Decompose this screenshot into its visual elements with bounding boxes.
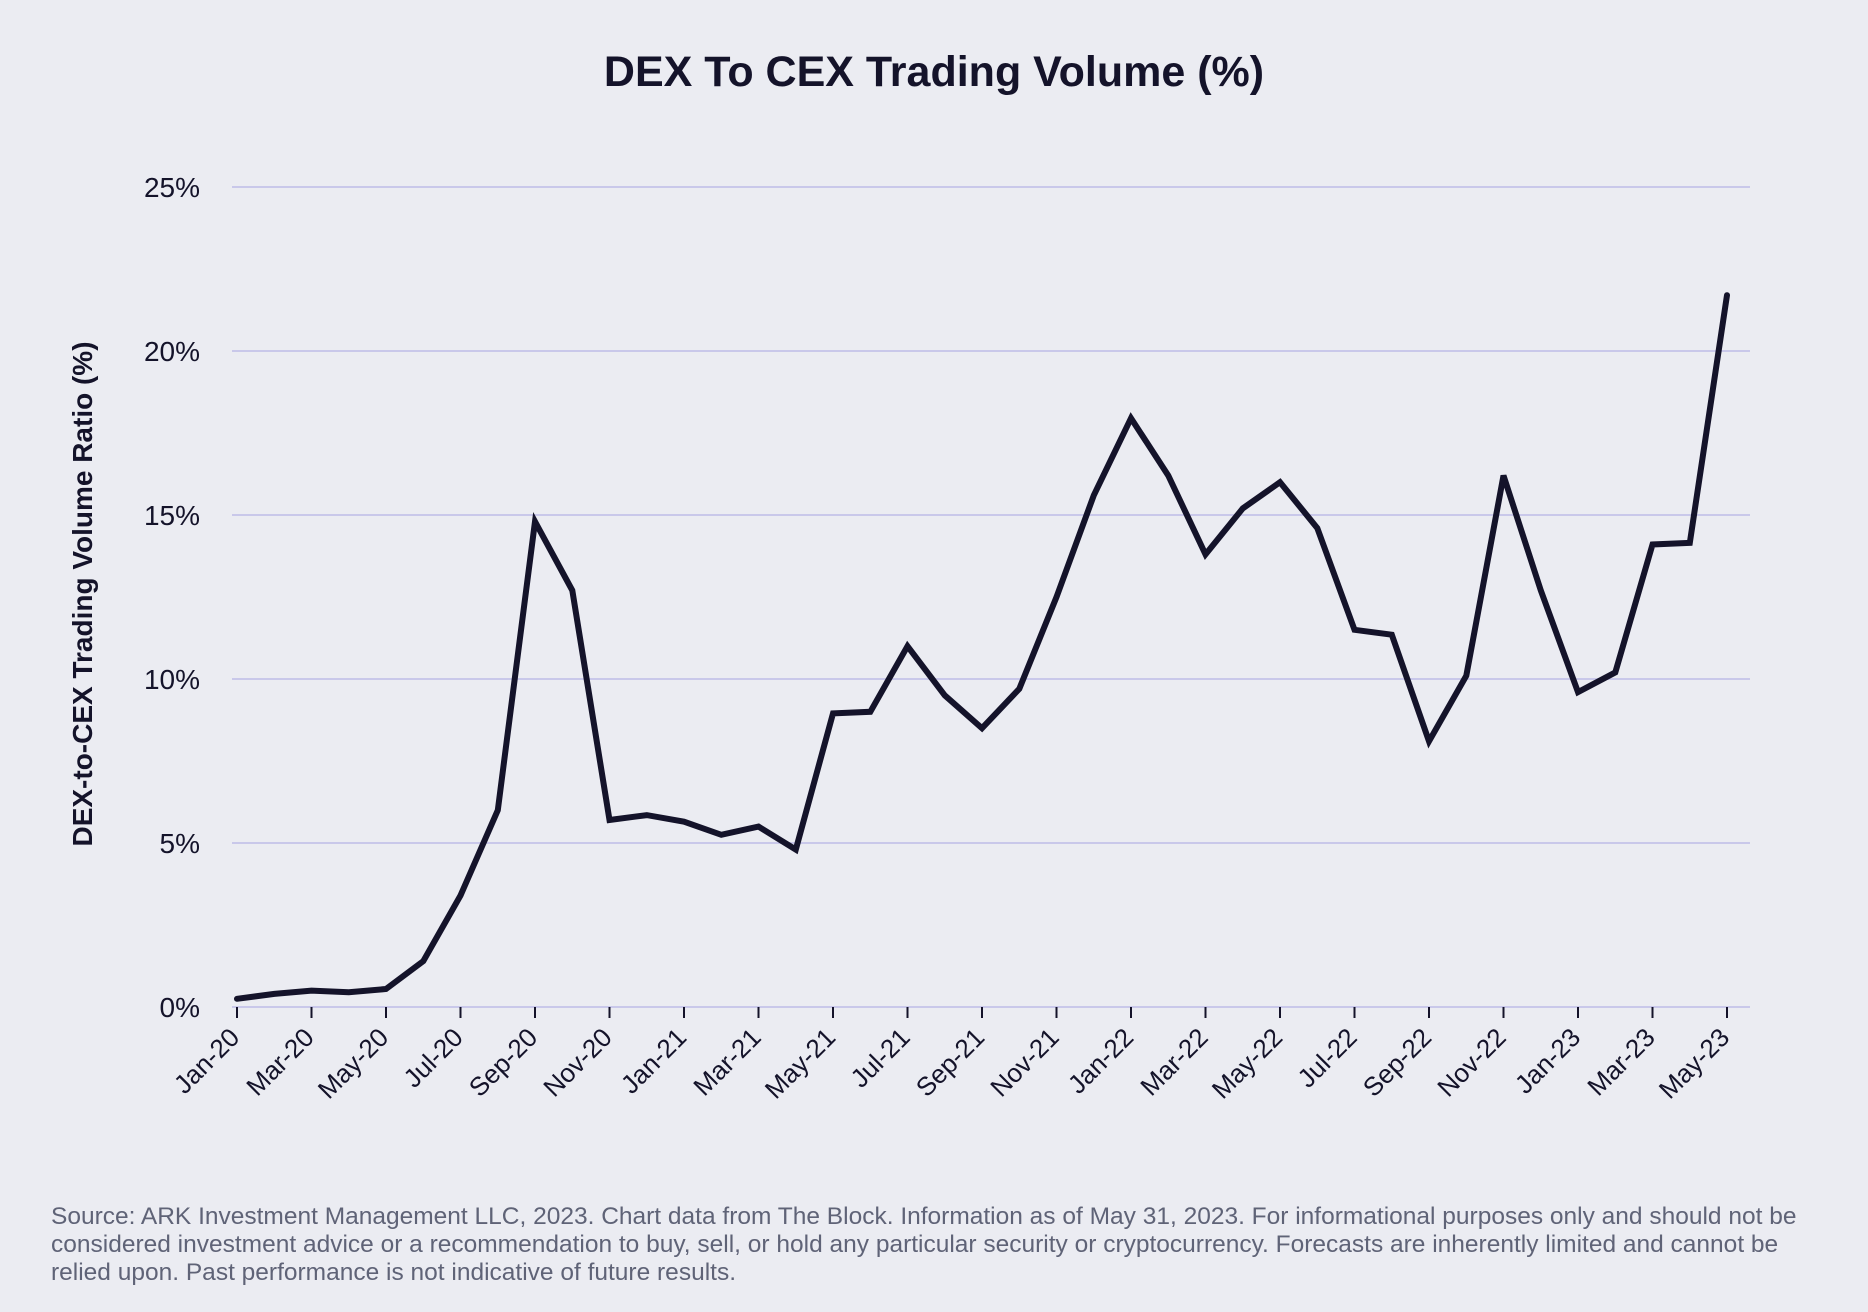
x-tick-label: May-21 (759, 1022, 842, 1105)
y-axis-ticks: 0% 5% 10% 15% 20% 25% (144, 172, 200, 1023)
chart-title: DEX To CEX Trading Volume (%) (603, 48, 1265, 96)
x-tick-label: Nov-21 (984, 1022, 1064, 1102)
y-tick-label: 25% (144, 172, 200, 203)
source-note: Source: ARK Investment Management LLC, 2… (51, 1203, 1797, 1286)
x-tick-label: Jan-21 (615, 1022, 692, 1099)
gridlines (232, 186, 1750, 844)
y-tick-label: 5% (160, 828, 200, 859)
x-tick-label: May-22 (1206, 1022, 1289, 1105)
x-tick-label: Jul-22 (1291, 1022, 1362, 1093)
y-tick-label: 0% (160, 992, 200, 1023)
x-tick-label: Jan-22 (1062, 1022, 1139, 1099)
x-tick-label: Jan-20 (168, 1022, 245, 1099)
x-tick-label: Mar-21 (687, 1022, 766, 1101)
series-layer (234, 292, 1730, 1002)
x-tick-label: Jan-23 (1509, 1022, 1586, 1099)
y-tick-label: 10% (144, 664, 200, 695)
x-tick-label: Nov-20 (537, 1022, 617, 1102)
x-tick-label: May-23 (1653, 1022, 1736, 1105)
y-tick-label: 20% (144, 336, 200, 367)
x-tick-label: Mar-20 (240, 1022, 319, 1101)
x-tick-label: May-20 (312, 1022, 395, 1105)
x-tick-label: Sep-22 (1357, 1022, 1437, 1102)
x-tick-label: Nov-22 (1431, 1022, 1511, 1102)
series-line (234, 292, 1730, 1002)
x-tick-label: Jul-21 (844, 1022, 915, 1093)
x-tick-label: Sep-21 (910, 1022, 990, 1102)
x-tick-label: Mar-22 (1134, 1022, 1213, 1101)
y-axis-label: DEX-to-CEX Trading Volume Ratio (%) (67, 341, 98, 846)
x-tick-label: Jul-20 (397, 1022, 468, 1093)
x-tick-label: Sep-20 (463, 1022, 543, 1102)
y-tick-label: 15% (144, 500, 200, 531)
x-tick-label: Mar-23 (1581, 1022, 1660, 1101)
